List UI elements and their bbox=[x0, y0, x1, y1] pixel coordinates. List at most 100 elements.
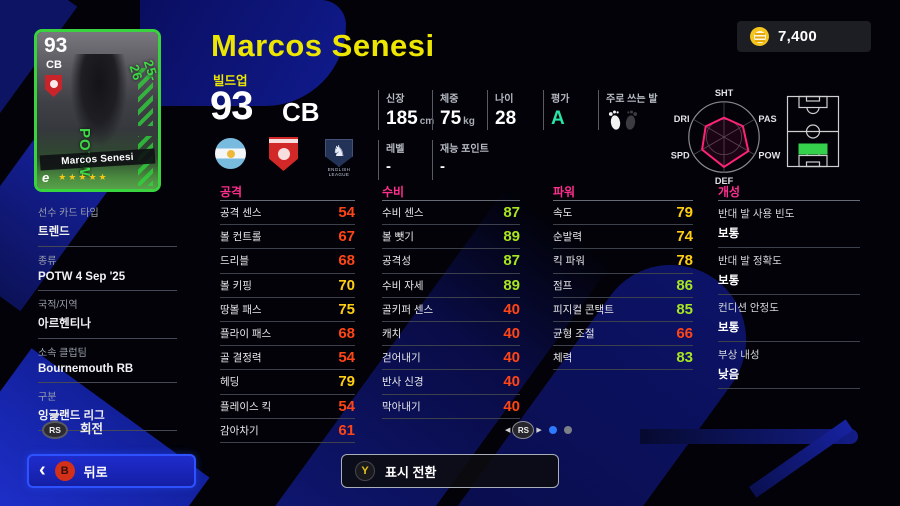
meta-label: 종류 bbox=[38, 256, 57, 267]
talent-value: - bbox=[440, 158, 445, 175]
power-stats-column: 파워 속도 79 순발력 74 킥 파워 78 점프 bbox=[553, 183, 693, 371]
talent-label: 재능 포인트 bbox=[440, 144, 489, 155]
card-chevron-decor bbox=[138, 68, 153, 126]
stat-label: 캐치 bbox=[382, 328, 402, 341]
stat-row: 수비 센스 87 bbox=[382, 201, 520, 226]
stat-row: 감아차기 61 bbox=[220, 419, 355, 443]
meta-item: 선수 카드 타입 트렌드 bbox=[38, 199, 177, 247]
card-club-crest bbox=[45, 75, 62, 97]
stat-label: 속도 bbox=[553, 207, 573, 220]
overall-rating: 93 bbox=[210, 84, 253, 128]
rotate-card-control[interactable]: RS 회전 bbox=[40, 414, 103, 441]
stat-value: 67 bbox=[338, 228, 355, 246]
stat-label: 걷어내기 bbox=[382, 352, 421, 365]
stat-row: 캐치 40 bbox=[382, 322, 520, 347]
stat-row: 반사 신경 40 bbox=[382, 370, 520, 395]
attack-title: 공격 bbox=[220, 185, 243, 199]
back-button[interactable]: ‹ B 뒤로 bbox=[27, 454, 196, 488]
stat-value: 87 bbox=[503, 252, 520, 270]
meta-label: 선수 카드 타입 bbox=[38, 208, 99, 219]
player-meta-sidebar: 선수 카드 타입 트렌드 종류 POTW 4 Sep '25 국적/지역 아르헨… bbox=[38, 199, 177, 431]
stat-label: 플레이스 킥 bbox=[220, 400, 272, 413]
meta-value: 아르헨티나 bbox=[38, 318, 91, 330]
stat-row: 막아내기 40 bbox=[382, 395, 520, 419]
stat-label: 땅볼 패스 bbox=[220, 303, 262, 316]
level-label: 레벨 bbox=[386, 144, 405, 155]
defense-rows: 수비 센스 87 볼 뺏기 89 공격성 87 수비 자세 89 bbox=[382, 200, 520, 419]
page-indicator: ◀ RS ▶ bbox=[505, 421, 572, 439]
stat-value: 66 bbox=[676, 325, 693, 343]
info-height: 신장 185 cm bbox=[378, 90, 434, 130]
stat-value: 40 bbox=[503, 349, 520, 367]
rs-pager-icon[interactable]: ◀ RS ▶ bbox=[505, 421, 542, 439]
league-caption-line2: LEAGUE bbox=[328, 171, 350, 177]
stat-label: 헤딩 bbox=[220, 376, 240, 389]
info-preferred-foot: 주로 쓰는 발 bbox=[598, 90, 678, 130]
card-bottom-strip: e ★★★★★ bbox=[42, 169, 153, 186]
weight-unit: kg bbox=[463, 116, 475, 127]
league-shield: ♞ bbox=[325, 139, 353, 167]
stat-value: 61 bbox=[338, 421, 355, 439]
level-value: - bbox=[386, 158, 391, 175]
stat-value: 40 bbox=[503, 373, 520, 391]
league-caption-line1: ENGLISH bbox=[327, 167, 351, 172]
stat-value: 79 bbox=[338, 373, 355, 391]
age-value: 28 bbox=[495, 108, 517, 129]
pager-dot-inactive[interactable] bbox=[563, 426, 572, 434]
trait-value: 보통 bbox=[718, 275, 740, 287]
coin-icon bbox=[750, 27, 769, 46]
stat-label: 킥 파워 bbox=[553, 255, 585, 268]
stat-value: 68 bbox=[338, 252, 355, 270]
stat-value: 54 bbox=[338, 349, 355, 367]
stat-label: 피지컬 콘택트 bbox=[553, 303, 614, 316]
meta-label: 소속 클럽팀 bbox=[38, 348, 87, 359]
stat-value: 70 bbox=[338, 276, 355, 294]
stat-value: 68 bbox=[338, 325, 355, 343]
bg-bar-bottom-right bbox=[640, 429, 858, 444]
toggle-display-label: 표시 전환 bbox=[385, 464, 437, 480]
position-pitch-map bbox=[786, 95, 840, 173]
stat-row: 땅볼 패스 75 bbox=[220, 298, 355, 322]
meta-value: Bournemouth RB bbox=[38, 363, 134, 375]
stat-value: 87 bbox=[503, 204, 520, 222]
stat-value: 75 bbox=[338, 300, 355, 318]
meta-item: 국적/지역 아르헨티나 bbox=[38, 291, 177, 339]
stat-row: 피지컬 콘택트 85 bbox=[553, 298, 693, 322]
stat-label: 순발력 bbox=[553, 231, 582, 244]
stat-row: 수비 자세 89 bbox=[382, 274, 520, 298]
defense-title: 수비 bbox=[382, 185, 405, 199]
stat-value: 89 bbox=[503, 228, 520, 246]
stat-value: 85 bbox=[676, 300, 693, 318]
stat-row: 공격성 87 bbox=[382, 249, 520, 274]
stat-value: 83 bbox=[676, 349, 693, 367]
height-unit: cm bbox=[419, 116, 435, 127]
rotate-label: 회전 bbox=[80, 422, 104, 436]
stat-value: 89 bbox=[503, 276, 520, 294]
info-talent-points: 재능 포인트 - bbox=[432, 140, 522, 180]
chevron-left-icon: ‹ bbox=[39, 458, 46, 481]
efootball-logo-icon: e bbox=[42, 170, 50, 185]
toggle-display-button[interactable]: Y 표시 전환 bbox=[341, 454, 559, 488]
gamepad-y-icon: Y bbox=[355, 461, 375, 481]
stat-value: 79 bbox=[676, 204, 693, 222]
pager-right-arrow-icon: ▶ bbox=[536, 427, 542, 434]
meta-value: POTW 4 Sep '25 bbox=[38, 271, 126, 283]
stat-label: 감아차기 bbox=[220, 424, 259, 437]
stat-row: 순발력 74 bbox=[553, 225, 693, 250]
stat-row: 골키퍼 센스 40 bbox=[382, 298, 520, 322]
meta-item: 소속 클럽팀 Bournemouth RB bbox=[38, 339, 177, 383]
radar-axis-spd: SPD bbox=[671, 151, 690, 161]
weight-label: 체중 bbox=[440, 94, 459, 105]
card-rating: 93 bbox=[44, 34, 68, 57]
stat-label: 골키퍼 센스 bbox=[382, 303, 434, 316]
stat-label: 볼 뺏기 bbox=[382, 231, 414, 244]
stat-value: 54 bbox=[338, 204, 355, 222]
pager-dot-active[interactable] bbox=[548, 426, 557, 434]
trait-label: 반대 발 사용 빈도 bbox=[718, 208, 795, 220]
stat-row: 플라이 패스 68 bbox=[220, 322, 355, 347]
player-card[interactable]: 93 CB 25-26 POTW Marcos Senesi e ★★★★★ bbox=[34, 29, 162, 192]
stat-value: 40 bbox=[503, 300, 520, 318]
stat-row: 볼 뺏기 89 bbox=[382, 225, 520, 250]
stat-row: 헤딩 79 bbox=[220, 370, 355, 395]
rs-knob-label: RS bbox=[42, 421, 68, 439]
